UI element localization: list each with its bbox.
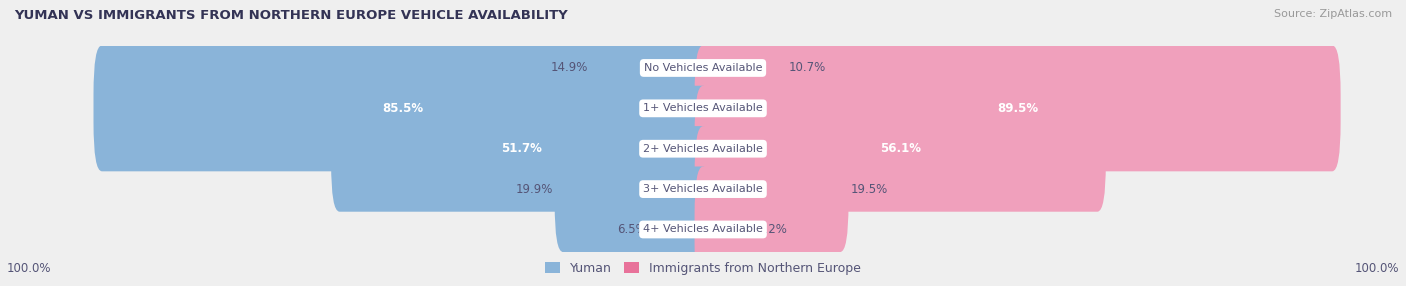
Text: 3+ Vehicles Available: 3+ Vehicles Available bbox=[643, 184, 763, 194]
FancyBboxPatch shape bbox=[0, 88, 1406, 286]
FancyBboxPatch shape bbox=[695, 166, 755, 286]
FancyBboxPatch shape bbox=[695, 5, 787, 131]
Text: YUMAN VS IMMIGRANTS FROM NORTHERN EUROPE VEHICLE AVAILABILITY: YUMAN VS IMMIGRANTS FROM NORTHERN EUROPE… bbox=[14, 9, 568, 21]
FancyBboxPatch shape bbox=[591, 5, 711, 131]
FancyBboxPatch shape bbox=[695, 86, 1105, 212]
Text: 1+ Vehicles Available: 1+ Vehicles Available bbox=[643, 103, 763, 113]
Text: 89.5%: 89.5% bbox=[997, 102, 1038, 115]
Text: 14.9%: 14.9% bbox=[550, 61, 588, 74]
Text: 10.7%: 10.7% bbox=[789, 61, 825, 74]
Text: 100.0%: 100.0% bbox=[7, 262, 52, 275]
Text: 6.5%: 6.5% bbox=[617, 223, 647, 236]
Text: 51.7%: 51.7% bbox=[501, 142, 541, 155]
Text: 85.5%: 85.5% bbox=[382, 102, 423, 115]
Text: No Vehicles Available: No Vehicles Available bbox=[644, 63, 762, 73]
Text: 56.1%: 56.1% bbox=[880, 142, 921, 155]
FancyBboxPatch shape bbox=[0, 0, 1406, 169]
FancyBboxPatch shape bbox=[695, 126, 849, 252]
Text: 4+ Vehicles Available: 4+ Vehicles Available bbox=[643, 225, 763, 235]
FancyBboxPatch shape bbox=[0, 48, 1406, 250]
Text: 6.2%: 6.2% bbox=[756, 223, 787, 236]
Legend: Yuman, Immigrants from Northern Europe: Yuman, Immigrants from Northern Europe bbox=[540, 257, 866, 280]
Text: 100.0%: 100.0% bbox=[1354, 262, 1399, 275]
FancyBboxPatch shape bbox=[0, 7, 1406, 209]
FancyBboxPatch shape bbox=[695, 45, 1341, 171]
Text: 19.5%: 19.5% bbox=[851, 182, 887, 196]
FancyBboxPatch shape bbox=[93, 45, 711, 171]
FancyBboxPatch shape bbox=[650, 166, 711, 286]
FancyBboxPatch shape bbox=[0, 128, 1406, 286]
Text: 19.9%: 19.9% bbox=[515, 182, 553, 196]
FancyBboxPatch shape bbox=[330, 86, 711, 212]
FancyBboxPatch shape bbox=[554, 126, 711, 252]
Text: Source: ZipAtlas.com: Source: ZipAtlas.com bbox=[1274, 9, 1392, 19]
Text: 2+ Vehicles Available: 2+ Vehicles Available bbox=[643, 144, 763, 154]
